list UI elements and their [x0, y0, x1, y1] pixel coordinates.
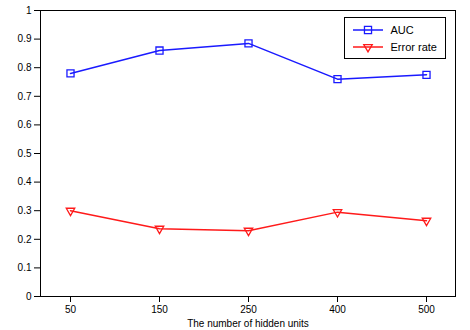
- svg-text:50: 50: [65, 304, 77, 315]
- svg-text:250: 250: [240, 304, 257, 315]
- svg-text:0.8: 0.8: [18, 62, 32, 73]
- html-text:AUC: AUC: [390, 23, 414, 36]
- html-text:Error rate: Error rate: [390, 40, 437, 53]
- svg-text:0: 0: [26, 291, 32, 302]
- svg-text:0.4: 0.4: [18, 176, 32, 187]
- svg-text:400: 400: [329, 304, 346, 315]
- svg-text:1: 1: [26, 5, 32, 16]
- svg-text:150: 150: [151, 304, 168, 315]
- svg-text:The number of hidden units: The number of hidden units: [187, 318, 309, 329]
- svg-text:500: 500: [418, 304, 435, 315]
- svg-text:0.5: 0.5: [18, 148, 32, 159]
- svg-text:0.2: 0.2: [18, 234, 32, 245]
- svg-text:0.3: 0.3: [18, 205, 32, 216]
- svg-text:0.1: 0.1: [18, 262, 32, 273]
- svg-text:0.6: 0.6: [18, 119, 32, 130]
- svg-text:0.9: 0.9: [18, 33, 32, 44]
- svg-text:0.7: 0.7: [18, 91, 32, 102]
